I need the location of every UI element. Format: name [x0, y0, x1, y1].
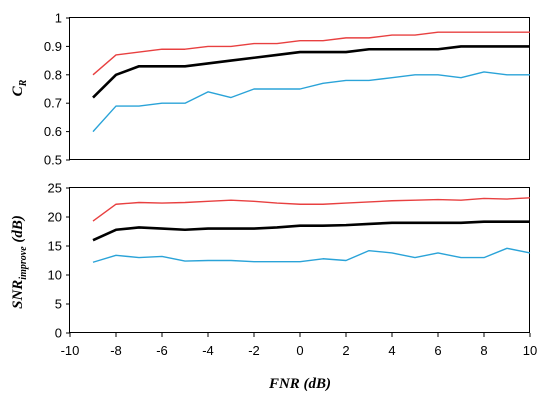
x-tick-label: 0	[296, 343, 303, 358]
series-line-2	[92, 71, 530, 133]
y-tick-label: 1	[55, 11, 62, 26]
x-tick-label: -2	[248, 343, 260, 358]
y-tick-label: 25	[48, 181, 62, 196]
plot-frame-bottom	[69, 187, 530, 333]
series-line-2	[92, 247, 531, 263]
y-ticks-bottom: 0 5 10 15 20 25	[48, 181, 70, 341]
y-tick-label: 5	[55, 297, 62, 312]
y-tick-label: 0	[55, 326, 62, 341]
series-line-1	[92, 45, 530, 99]
y-axis-label-bottom: SNRimprove (dB)	[10, 215, 29, 309]
y-tick-label: 0.9	[44, 39, 62, 54]
panel-bottom: 0 5 10 15 20 25 -10 -8 -6 -4 -2 0 2 4 6 8 10 SNRimprove…	[10, 181, 537, 393]
y-axis-label-bottom-sub: improve	[18, 246, 29, 280]
x-tick-label: 10	[523, 343, 537, 358]
x-tick-label: 8	[480, 343, 487, 358]
series-group-bottom	[92, 197, 531, 263]
y-tick-label: 0.5	[44, 153, 62, 168]
y-tick-label: 0.6	[44, 124, 62, 139]
y-axis-label-bottom-main: SNR	[10, 280, 26, 309]
plot-frame-top	[69, 17, 530, 160]
panel-top: 0.5 0.6 0.7 0.8 0.9 1 CR	[10, 11, 530, 168]
x-axis-label: FNR (dB)	[268, 376, 331, 392]
x-ticks-bottom: -10 -8 -6 -4 -2 0 2 4 6 8 10	[61, 333, 537, 358]
y-tick-label: 0.7	[44, 96, 62, 111]
y-axis-label-bottom-suffix: (dB)	[10, 215, 26, 246]
x-tick-label: -10	[61, 343, 80, 358]
series-line-1	[92, 220, 530, 242]
y-axis-label-top: CR	[10, 79, 29, 96]
x-tick-label: 4	[388, 343, 395, 358]
x-tick-label: -8	[110, 343, 122, 358]
y-tick-label: 20	[48, 210, 62, 225]
x-tick-label: -6	[156, 343, 168, 358]
y-axis-label-top-main: C	[10, 85, 26, 96]
series-line-0	[92, 197, 531, 222]
y-tick-label: 10	[48, 268, 62, 283]
x-tick-label: 6	[434, 343, 441, 358]
y-axis-label-top-sub: R	[18, 79, 29, 87]
x-tick-label: -4	[202, 343, 214, 358]
y-tick-label: 0.8	[44, 67, 62, 82]
x-tick-label: 2	[342, 343, 349, 358]
series-group-top	[92, 31, 530, 133]
y-ticks-top: 0.5 0.6 0.7 0.8 0.9 1	[44, 11, 70, 168]
y-tick-label: 15	[48, 239, 62, 254]
series-line-0	[92, 31, 530, 76]
